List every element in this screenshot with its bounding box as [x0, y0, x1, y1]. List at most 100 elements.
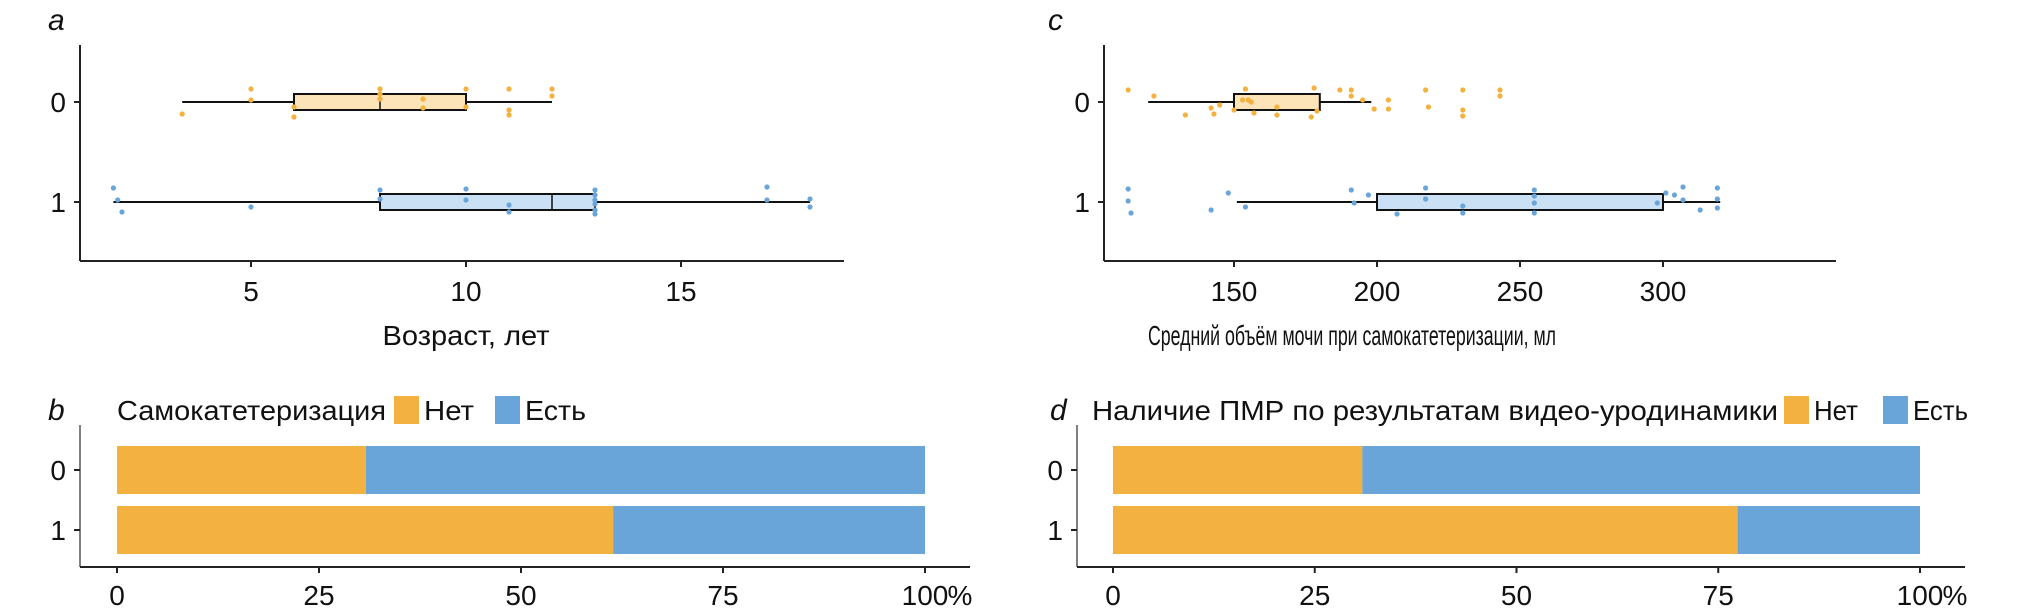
x-axis-title: Возраст, лет	[383, 320, 550, 351]
data-point	[1274, 104, 1280, 110]
x-unit-label: %	[1943, 580, 1968, 611]
data-point	[1242, 86, 1249, 92]
legend-swatch	[495, 396, 520, 424]
data-point	[463, 86, 469, 92]
data-point	[1125, 198, 1131, 204]
x-tick-label: 50	[1501, 580, 1532, 611]
data-point	[1208, 207, 1214, 213]
data-point	[1351, 200, 1357, 206]
legend-swatch	[394, 396, 419, 424]
x-tick-label: 100	[902, 580, 949, 611]
data-point	[1360, 97, 1366, 103]
y-tick-label: 1	[50, 515, 66, 546]
data-point	[1385, 97, 1392, 103]
data-point	[506, 86, 512, 92]
data-point	[1348, 87, 1354, 93]
data-point	[463, 186, 469, 192]
legend-label: Нет	[424, 395, 474, 426]
x-tick-label: 25	[1299, 580, 1330, 611]
data-point	[1531, 187, 1537, 193]
data-point	[1423, 196, 1429, 202]
data-point	[1248, 99, 1254, 105]
data-point	[807, 204, 813, 210]
data-point	[377, 187, 383, 193]
data-point	[248, 204, 254, 210]
data-point	[1311, 85, 1317, 91]
data-point	[1460, 203, 1466, 209]
bar-segment	[613, 506, 925, 554]
data-point	[506, 107, 512, 113]
x-tick-label: 300	[1640, 276, 1687, 307]
legend-title: Самокатетеризация	[117, 395, 386, 426]
data-point	[1217, 102, 1223, 108]
y-tick-label: 0	[1074, 87, 1090, 118]
data-point	[549, 93, 555, 99]
x-tick-label: 200	[1354, 276, 1401, 307]
data-point	[1714, 196, 1720, 202]
bar-segment	[1362, 446, 1920, 494]
data-point	[1242, 204, 1249, 210]
box	[1376, 193, 1664, 211]
data-point	[1680, 197, 1686, 203]
data-point	[1497, 93, 1503, 99]
data-point	[1125, 87, 1131, 93]
x-axis-title: Средний объём мочи при самокатетеризации…	[1148, 320, 1556, 351]
data-point	[1671, 192, 1678, 198]
data-point	[1663, 190, 1669, 196]
box	[379, 193, 596, 211]
bar-segment	[1113, 446, 1363, 494]
x-unit-label: %	[948, 580, 973, 611]
x-tick-label: 250	[1497, 276, 1544, 307]
legend-label: Нет	[1814, 395, 1858, 426]
data-point	[549, 86, 555, 92]
data-point	[1365, 192, 1372, 198]
legend-title: Наличие ПМР по результатам видео-уродина…	[1092, 395, 1778, 426]
legend-label: Есть	[1913, 395, 1968, 426]
legend-swatch	[1784, 396, 1809, 424]
legend-label: Есть	[525, 395, 586, 426]
data-point	[1531, 193, 1537, 199]
data-point	[1425, 104, 1432, 110]
panel-letter-a: a	[48, 4, 65, 37]
bar-segment	[1737, 506, 1920, 554]
data-point	[119, 209, 125, 215]
data-point	[1394, 211, 1400, 217]
x-tick-label: 0	[1105, 580, 1121, 611]
y-tick-label: 0	[50, 87, 66, 118]
panel-letter-c: c	[1048, 4, 1063, 37]
data-point	[420, 96, 426, 102]
data-point	[248, 97, 254, 103]
data-point	[291, 114, 297, 120]
data-point	[1371, 106, 1377, 112]
data-point	[1225, 190, 1231, 196]
data-point	[506, 209, 512, 215]
data-point	[1239, 97, 1246, 103]
data-point	[291, 104, 297, 110]
y-tick-label: 1	[50, 187, 66, 218]
data-point	[764, 184, 770, 190]
data-point	[1251, 110, 1257, 116]
data-point	[592, 201, 598, 207]
x-tick-label: 10	[450, 276, 481, 307]
data-point	[1125, 186, 1131, 192]
bar-segment	[365, 446, 925, 494]
x-tick-label: 15	[665, 276, 696, 307]
data-point	[1308, 114, 1314, 120]
data-point	[1497, 87, 1503, 93]
data-point	[592, 192, 598, 198]
data-point	[1231, 107, 1237, 113]
panel-letter-d: d	[1050, 394, 1068, 427]
data-point	[1348, 93, 1354, 99]
x-tick-label: 25	[303, 580, 334, 611]
data-point	[377, 96, 383, 102]
x-tick-label: 50	[505, 580, 536, 611]
data-point	[1274, 112, 1280, 118]
x-tick-label: 75	[1703, 580, 1734, 611]
data-point	[1697, 207, 1703, 213]
data-point	[248, 86, 254, 92]
y-tick-label: 0	[50, 455, 66, 486]
data-point	[1337, 87, 1343, 93]
data-point	[115, 197, 121, 203]
data-point	[1531, 200, 1537, 206]
